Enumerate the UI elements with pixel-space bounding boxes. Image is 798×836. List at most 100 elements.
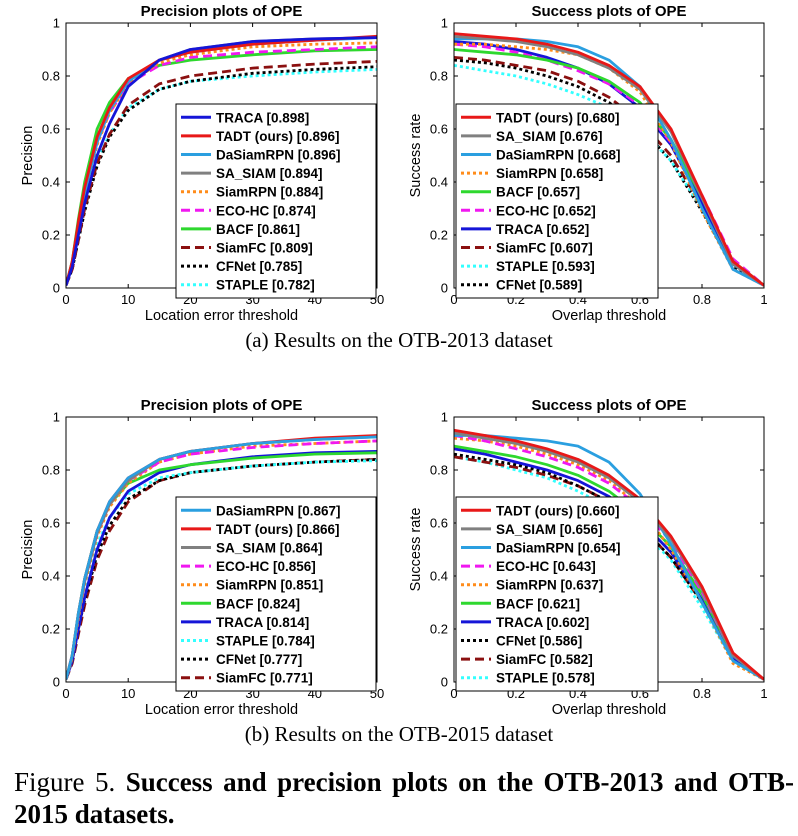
series-line-cfnet xyxy=(66,458,377,680)
legend-entry: STAPLE [0.593] xyxy=(496,259,595,274)
y-tick-label: 1 xyxy=(53,16,60,31)
legend-entry: BACF [0.657] xyxy=(496,185,580,200)
legend-entry: DaSiamRPN [0.654] xyxy=(496,541,621,556)
legend-entry: SiamRPN [0.851] xyxy=(216,578,323,593)
y-tick-label: 0.4 xyxy=(42,569,60,584)
y-tick-label: 1 xyxy=(53,410,60,425)
y-tick-label: 0.4 xyxy=(42,175,60,190)
series-line-eco-hc xyxy=(454,42,764,287)
series-line-cfnet xyxy=(66,65,377,286)
legend-entry: SA_SIAM [0.676] xyxy=(496,129,603,144)
x-tick-label: 0 xyxy=(62,292,69,307)
y-tick-label: 0 xyxy=(53,675,60,690)
series-line-tadt-ours- xyxy=(66,34,377,286)
y-tick-label: 0.8 xyxy=(42,69,60,84)
series-line-eco-hc xyxy=(66,45,377,286)
figure-caption-bold: Success and precision plots on the OTB-2… xyxy=(14,767,795,829)
legend-entry: DaSiamRPN [0.867] xyxy=(216,503,341,518)
legend: TADT (ours) [0.680] SA_SIAM [0.676] DaSiam… xyxy=(455,103,659,299)
legend-entry: SiamFC [0.809] xyxy=(216,241,313,256)
caption-b: (b) Results on the OTB-2015 dataset xyxy=(244,722,554,746)
legend-entry: CFNet [0.589] xyxy=(496,278,582,293)
x-axis-label: Location error threshold xyxy=(145,308,298,324)
legend-entry: ECO-HC [0.652] xyxy=(496,203,596,218)
legend-entry: TRACA [0.898] xyxy=(216,110,309,125)
legend-entry: SA_SIAM [0.656] xyxy=(496,522,603,537)
legend-entry: ECO-HC [0.874] xyxy=(216,203,316,218)
series-line-tadt-ours- xyxy=(454,428,764,681)
legend-entry: BACF [0.861] xyxy=(216,222,300,237)
legend-entry: CFNet [0.777] xyxy=(216,652,302,667)
series-line-traca xyxy=(66,36,377,286)
caption-a: (a) Results on the OTB-2013 dataset xyxy=(245,328,553,352)
x-tick-label: 0 xyxy=(62,686,69,701)
y-tick-label: 0.4 xyxy=(430,569,448,584)
legend-entry: SiamFC [0.771] xyxy=(216,671,313,686)
y-tick-label: 0.8 xyxy=(42,463,60,478)
legend-entry: TADT (ours) [0.680] xyxy=(496,110,620,125)
legend-entry: CFNet [0.785] xyxy=(216,259,302,274)
y-tick-label: 0 xyxy=(441,281,448,296)
y-tick-label: 1 xyxy=(441,410,448,425)
chart-title: Success plots of OPE xyxy=(531,3,686,20)
y-tick-label: 0 xyxy=(53,281,60,296)
series-line-siamrpn xyxy=(66,41,377,286)
legend-entry: SiamRPN [0.637] xyxy=(496,578,603,593)
legend-entry: SiamRPN [0.884] xyxy=(216,185,323,200)
series-line-bacf xyxy=(454,444,764,681)
y-tick-label: 0 xyxy=(441,675,448,690)
y-tick-label: 0.6 xyxy=(42,122,60,137)
x-tick-label: 0 xyxy=(450,686,457,701)
y-tick-label: 0.6 xyxy=(430,516,448,531)
series-line-tadt-ours- xyxy=(454,32,764,287)
series-lines xyxy=(66,434,377,680)
figure-caption-prefix: Figure 5. xyxy=(14,767,116,797)
legend-entry: STAPLE [0.784] xyxy=(216,634,315,649)
chart-title: Precision plots of OPE xyxy=(141,3,303,20)
legend-entry: CFNet [0.586] xyxy=(496,634,582,649)
x-tick-label: 0 xyxy=(450,292,457,307)
legend: DaSiamRPN [0.867] TADT (ours) [0.866] SA_S… xyxy=(175,496,377,692)
legend-entry: SiamRPN [0.658] xyxy=(496,166,603,181)
y-tick-label: 0.6 xyxy=(430,122,448,137)
series-line-staple xyxy=(66,459,377,680)
series-line-cfnet xyxy=(454,58,764,287)
legend: TRACA [0.898] TADT (ours) [0.896] DaSiamRP… xyxy=(175,103,377,299)
series-line-dasiamrpn xyxy=(66,435,377,680)
legend-entry: STAPLE [0.782] xyxy=(216,278,315,293)
x-tick-label: 0.8 xyxy=(693,292,711,307)
y-tick-label: 0.2 xyxy=(42,228,60,243)
y-tick-label: 0.8 xyxy=(430,69,448,84)
chart-title: Success plots of OPE xyxy=(531,397,686,414)
y-tick-label: 0.8 xyxy=(430,463,448,478)
legend-entry: SiamFC [0.582] xyxy=(496,652,593,667)
x-axis-label: Overlap threshold xyxy=(552,702,666,718)
legend-entry: DaSiamRPN [0.668] xyxy=(496,148,621,163)
legend-entry: TADT (ours) [0.896] xyxy=(216,129,340,144)
x-tick-label: 10 xyxy=(121,292,135,307)
legend-entry: SA_SIAM [0.894] xyxy=(216,166,323,181)
series-line-siamfc xyxy=(66,60,377,286)
y-tick-label: 0.2 xyxy=(430,228,448,243)
legend-entry: BACF [0.621] xyxy=(496,596,580,611)
legend-entry: SA_SIAM [0.864] xyxy=(216,541,323,556)
y-tick-label: 0.2 xyxy=(42,622,60,637)
y-axis-label: Precision xyxy=(20,126,36,186)
legend-entry: BACF [0.824] xyxy=(216,596,300,611)
legend-entry: ECO-HC [0.643] xyxy=(496,559,596,574)
y-tick-label: 0.6 xyxy=(42,516,60,531)
legend-entry: ECO-HC [0.856] xyxy=(216,559,316,574)
legend-entry: TADT (ours) [0.866] xyxy=(216,522,340,537)
x-tick-label: 1 xyxy=(760,686,767,701)
series-line-siamrpn xyxy=(454,436,764,681)
x-axis-label: Location error threshold xyxy=(145,702,298,718)
legend-entry: SiamFC [0.607] xyxy=(496,241,593,256)
x-axis-label: Overlap threshold xyxy=(552,308,666,324)
y-axis-label: Precision xyxy=(20,520,36,580)
legend-entry: TADT (ours) [0.660] xyxy=(496,503,620,518)
series-lines xyxy=(66,34,377,286)
